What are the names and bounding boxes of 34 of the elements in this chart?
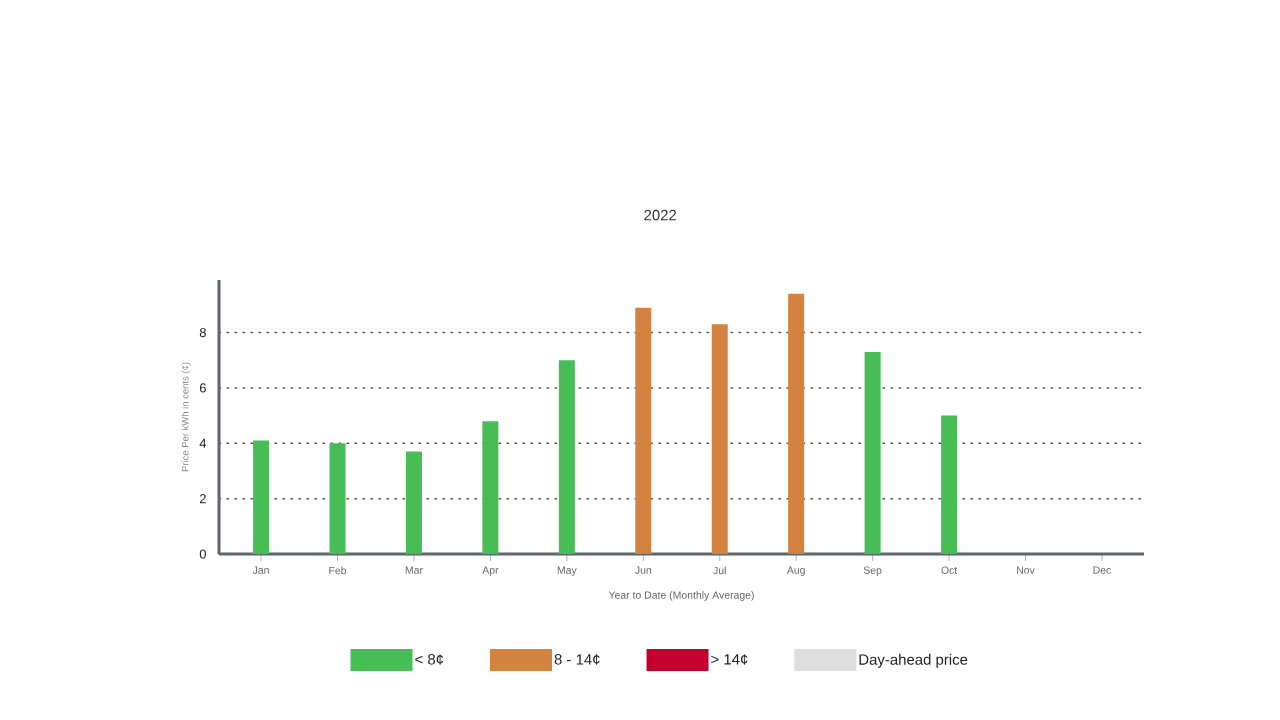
x-tick-label: Jun [635, 566, 652, 574]
x-tick-label: Oct [941, 566, 958, 574]
y-tick-label: 4 [199, 438, 207, 448]
legend-label: 8 - 14¢ [554, 654, 600, 665]
x-tick-label: Sep [863, 566, 882, 576]
x-tick-label: Mar [405, 566, 423, 574]
x-tick-label: Nov [1017, 566, 1035, 574]
y-axis-title: Price Per kWh in cents (¢) [181, 362, 191, 472]
bar [941, 415, 958, 554]
y-tick-label: 6 [199, 383, 206, 393]
bar [635, 307, 652, 554]
y-tick-label: 8 [199, 328, 206, 338]
x-tick-label: Dec [1093, 566, 1111, 574]
x-axis-title: Year to Date (Monthly Average) [608, 591, 754, 601]
bar [482, 421, 499, 554]
legend-label: < 8¢ [415, 654, 444, 665]
x-tick-label: Jul [713, 566, 726, 575]
bar [558, 360, 575, 554]
bar [864, 351, 881, 554]
bar [711, 324, 728, 554]
bar [329, 443, 346, 554]
bar [253, 440, 270, 554]
bar [788, 293, 805, 554]
y-tick-label: 2 [199, 494, 206, 504]
x-tick-label: May [557, 566, 577, 576]
x-tick-label: Jan [252, 566, 269, 574]
chart-title: 2022 [644, 209, 677, 221]
x-tick-label: Aug [786, 566, 805, 576]
y-tick-label: 0 [199, 549, 206, 559]
legend-label: Day-ahead price [859, 653, 968, 668]
bar [405, 451, 422, 554]
legend-label: > 14¢ [711, 654, 748, 665]
x-tick-label: Apr [482, 566, 499, 576]
x-tick-label: Feb [329, 566, 347, 575]
